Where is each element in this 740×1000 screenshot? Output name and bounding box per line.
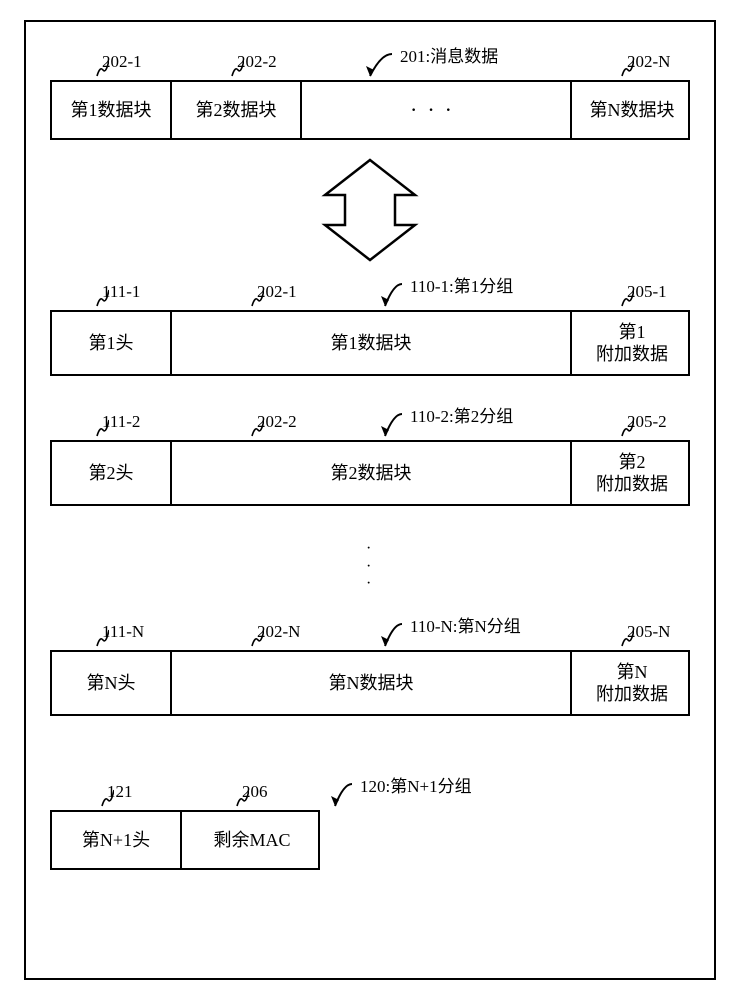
- packet-row-2-cell-1: 第2数据块: [172, 442, 572, 504]
- packet-row-3-cell-2: 第N 附加数据: [572, 652, 692, 714]
- ref-111-2: 111-2: [102, 412, 140, 432]
- ref-111-N: 111-N: [102, 622, 144, 642]
- ref-202-2: 202-2: [237, 52, 277, 72]
- last-row-cell-0: 第N+1头: [52, 812, 182, 868]
- bidirectional-arrow: [320, 155, 420, 265]
- packet-row-1-cell-0: 第1头: [52, 312, 172, 374]
- message-row-cell-2: ···: [302, 82, 572, 138]
- ref-205-N: 205-N: [627, 622, 670, 642]
- packet-row-3-cell-1: 第N数据块: [172, 652, 572, 714]
- message-row-cell-0: 第1数据块: [52, 82, 172, 138]
- ref-205-1: 205-1: [627, 282, 667, 302]
- ref-121: 121: [107, 782, 133, 802]
- packet-row-3-cell-0: 第N头: [52, 652, 172, 714]
- last-row-cell-1: 剩余MAC: [182, 812, 322, 868]
- packet-row-2-cell-0: 第2头: [52, 442, 172, 504]
- vertical-ellipsis: · · ·: [366, 540, 371, 593]
- packet-row-1-cell-2: 第1 附加数据: [572, 312, 692, 374]
- ref-205-2: 205-2: [627, 412, 667, 432]
- message-row-cell-1: 第2数据块: [172, 82, 302, 138]
- ref-202-N: 202-N: [627, 52, 670, 72]
- message-row-cell-3: 第N数据块: [572, 82, 692, 138]
- ref-111-1: 111-1: [102, 282, 140, 302]
- ref-206: 206: [242, 782, 268, 802]
- ref-202-1: 202-1: [257, 282, 297, 302]
- pointer-label: 110-2:第2分组: [410, 402, 513, 427]
- packet-row-2-cell-2: 第2 附加数据: [572, 442, 692, 504]
- pointer-label: 110-N:第N分组: [410, 612, 521, 637]
- last-row: 第N+1头剩余MAC: [50, 810, 320, 870]
- ref-202-1: 202-1: [102, 52, 142, 72]
- pointer-label: 201:消息数据: [400, 42, 498, 67]
- ref-202-2: 202-2: [257, 412, 297, 432]
- pointer-label: 110-1:第1分组: [410, 272, 513, 297]
- pointer-label: 120:第N+1分组: [360, 772, 472, 797]
- packet-row-1-cell-1: 第1数据块: [172, 312, 572, 374]
- diagram-canvas: 第1数据块第2数据块···第N数据块202-1202-2202-N 201:消息…: [0, 0, 740, 1000]
- ref-202-N: 202-N: [257, 622, 300, 642]
